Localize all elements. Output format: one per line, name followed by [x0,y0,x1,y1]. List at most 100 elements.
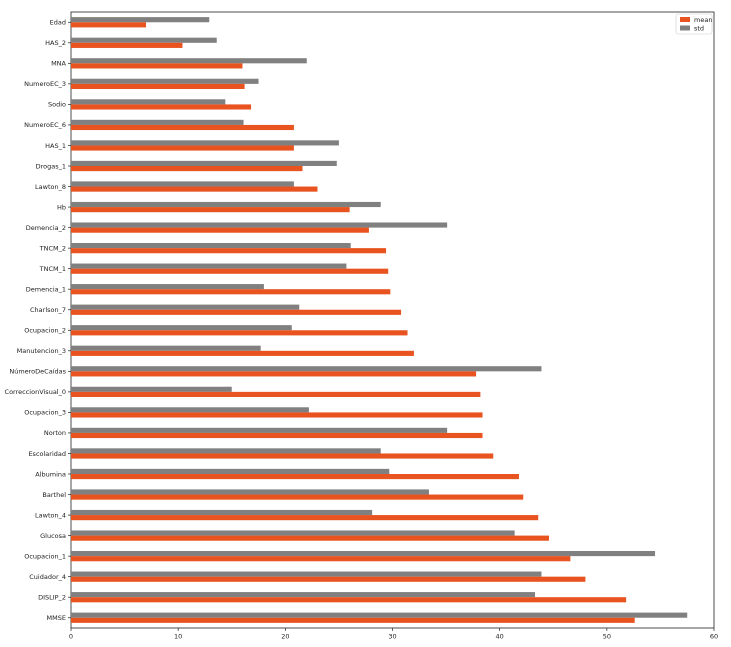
bar-std-HAS_1 [71,140,339,146]
y-tick-label: Demencia_2 [26,224,66,232]
bar-std-Glucosa [71,530,515,536]
x-tick-label: 20 [281,633,289,641]
bar-std-CorreccionVisual_0 [71,386,232,392]
bar-std-Demencia_2 [71,222,448,228]
bar-mean-Edad [71,22,147,28]
bar-mean-Lawton_4 [71,515,539,521]
bar-std-Lawton_4 [71,509,373,516]
bar-mean-Charlson_7 [71,309,402,315]
x-tick-label: 30 [388,633,396,641]
y-tick-label: Charlson_7 [30,306,66,314]
bar-mean-CorreccionVisual_0 [71,391,481,397]
y-tick-label: Ocupacion_2 [24,327,66,335]
bar-std-NumeroEC_3 [71,78,259,84]
bar-std-Ocupacion_1 [71,551,656,557]
bar-mean-Cuidador_4 [71,576,586,582]
bar-mean-Hb [71,207,350,213]
y-tick-label: Ocupacion_1 [24,552,66,560]
bar-mean-NúmeroDeCaídas [71,371,477,377]
x-tick-label: 60 [710,633,718,641]
y-tick-label: Lawton_8 [35,183,66,191]
y-axis: Edad HAS_2 MNA NumeroEC_3 Sodio NumeroEC_6 HAS… [5,19,71,622]
y-tick-label: Edad [50,19,66,27]
bar-std-Ocupacion_3 [71,407,309,413]
x-axis: 0 10 20 30 40 50 60 [69,628,718,641]
bar-mean-Escolaridad [71,453,494,459]
bar-std-HAS_2 [71,37,217,43]
bar-mean-Demencia_1 [71,289,391,295]
y-tick-label: MMSE [47,614,66,622]
legend-label-std: std [694,25,704,33]
y-tick-label: NumeroEC_6 [24,121,66,129]
y-tick-label: NumeroEC_3 [24,80,66,88]
mean-bars-group [71,22,635,623]
bar-mean-TNCM_2 [71,248,387,254]
y-tick-label: Norton [44,429,66,437]
bar-std-MMSE [71,612,688,618]
y-tick-label: Lawton_4 [35,511,66,519]
y-tick-label: NúmeroDeCaídas [9,368,66,376]
bar-mean-TNCM_1 [71,268,389,274]
x-tick-label: 0 [69,633,73,641]
legend-swatch-mean [680,17,690,22]
bar-mean-MMSE [71,617,635,623]
bar-mean-Lawton_8 [71,186,318,192]
bar-std-NumeroEC_6 [71,119,244,125]
bar-mean-Drogas_1 [71,166,303,172]
bar-std-Sodio [71,99,226,105]
bar-std-TNCM_1 [71,263,347,269]
bar-std-MNA [71,58,307,64]
bar-mean-MNA [71,63,243,69]
bar-std-Escolaridad [71,448,381,454]
y-tick-label: Manutencion_3 [17,347,66,355]
y-tick-label: Hb [57,203,66,211]
bar-std-Charlson_7 [71,304,300,310]
y-tick-label: Drogas_1 [36,162,66,170]
bar-std-Ocupacion_2 [71,325,292,331]
y-tick-label: Barthel [42,491,66,499]
bar-mean-Albumina [71,474,519,480]
bar-std-TNCM_2 [71,243,351,249]
y-tick-label: Escolaridad [28,450,66,458]
legend: mean std [675,13,712,35]
bar-mean-Sodio [71,104,252,110]
bar-mean-HAS_1 [71,145,294,151]
x-tick-label: 40 [496,633,504,641]
y-tick-label: Demencia_1 [26,286,66,294]
y-tick-label: CorreccionVisual_0 [5,388,66,396]
y-tick-label: TNCM_2 [39,244,66,252]
bar-std-Cuidador_4 [71,571,542,577]
std-bars-group [71,17,688,618]
x-tick-label: 10 [174,633,182,641]
bar-mean-Ocupacion_1 [71,556,571,562]
bar-mean-NumeroEC_3 [71,83,245,89]
bar-mean-HAS_2 [71,42,183,48]
bar-mean-NumeroEC_6 [71,124,294,131]
legend-swatch-std [680,25,690,31]
bar-mean-Demencia_2 [71,227,369,233]
bar-mean-Ocupacion_3 [71,412,483,418]
bar-std-Manutencion_3 [71,345,261,351]
y-tick-label: Glucosa [40,532,66,540]
x-tick-label: 50 [603,633,611,641]
legend-label-mean: mean [694,16,712,24]
plot-area [70,11,715,629]
y-tick-label: HAS_1 [45,142,66,150]
y-tick-label: Ocupacion_3 [24,409,66,417]
bar-mean-Manutencion_3 [71,350,414,356]
bar-std-Hb [71,201,381,208]
bar-std-Drogas_1 [71,160,337,166]
y-tick-label: Albumina [35,470,66,478]
bar-mean-Ocupacion_2 [71,330,408,336]
bar-mean-DISLIP_2 [71,597,627,603]
bar-std-NúmeroDeCaídas [71,366,542,372]
y-tick-label: Cuidador_4 [29,573,66,581]
y-tick-label: TNCM_1 [39,265,66,273]
bar-std-Edad [71,17,210,23]
y-tick-label: Sodio [48,101,66,109]
bar-std-Lawton_8 [71,181,294,187]
y-tick-label: MNA [51,60,66,68]
bar-std-DISLIP_2 [71,592,536,598]
